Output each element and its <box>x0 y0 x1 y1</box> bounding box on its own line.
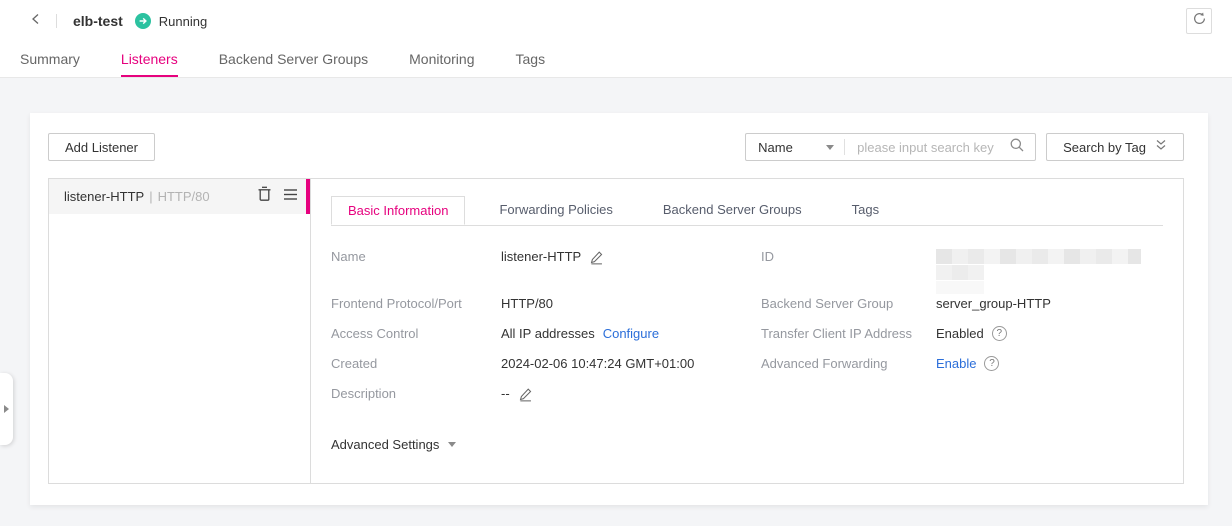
add-listener-button[interactable]: Add Listener <box>48 133 155 161</box>
backend-group-label: Backend Server Group <box>761 296 894 311</box>
name-value-row: listener-HTTP <box>501 247 761 294</box>
advanced-settings-toggle[interactable]: Advanced Settings <box>331 437 1163 452</box>
id-label: ID <box>761 249 774 264</box>
listener-panel: listener-HTTP | HTTP/80 <box>48 178 1184 484</box>
listener-item-actions <box>257 186 298 207</box>
description-value: -- <box>501 386 510 401</box>
search-icon <box>1009 137 1025 158</box>
tab-backend-server-groups[interactable]: Backend Server Groups <box>218 51 369 67</box>
listener-list: listener-HTTP | HTTP/80 <box>49 179 311 483</box>
transfer-ip-row: Enabled ? <box>936 324 1163 354</box>
tab-listeners[interactable]: Listeners <box>120 42 178 77</box>
edit-name-icon[interactable] <box>589 250 604 265</box>
advanced-forwarding-help-icon[interactable]: ? <box>984 356 1000 371</box>
configure-access-control-link[interactable]: Configure <box>602 326 660 341</box>
listeners-toolbar: Add Listener Name <box>48 133 1184 161</box>
frontend-protocol-label: Frontend Protocol/Port <box>331 296 462 311</box>
redacted-id-block <box>936 249 1141 294</box>
basic-info-grid: Name listener-HTTP ID <box>331 247 1163 414</box>
chevron-down-icon <box>448 442 457 447</box>
description-row: -- <box>501 384 761 414</box>
search-by-tag-label: Search by Tag <box>1063 139 1146 155</box>
description-label: Description <box>331 386 397 401</box>
main-tabbar: Summary Listeners Backend Server Groups … <box>0 42 1232 78</box>
status-label: Running <box>158 13 208 29</box>
status-running-icon <box>134 13 151 29</box>
advanced-settings-label: Advanced Settings <box>331 437 440 452</box>
divider <box>56 14 57 28</box>
tab-summary[interactable]: Summary <box>20 51 80 67</box>
tab-detail-backend-server-groups[interactable]: Backend Server Groups <box>662 202 802 217</box>
chevron-left-icon <box>28 11 44 32</box>
listener-detail: Basic Information Forwarding Policies Ba… <box>311 179 1183 483</box>
edit-description-icon[interactable] <box>518 387 533 402</box>
access-control-label: Access Control <box>331 326 419 341</box>
double-chevron-down-icon <box>1155 139 1167 155</box>
listeners-card: Add Listener Name <box>30 113 1208 505</box>
search-by-tag-button[interactable]: Search by Tag <box>1046 133 1184 161</box>
transfer-ip-value: Enabled <box>936 326 984 341</box>
search-zone: Name Search by Tag <box>745 133 1184 161</box>
search-button[interactable] <box>1007 137 1035 158</box>
tab-monitoring[interactable]: Monitoring <box>409 51 475 67</box>
created-label: Created <box>331 356 378 371</box>
backend-group-value: server_group-HTTP <box>936 296 1051 311</box>
search-filter-value: Name <box>758 139 793 155</box>
hamburger-menu-icon <box>283 188 298 206</box>
created-value: 2024-02-06 10:47:24 GMT+01:00 <box>501 356 695 371</box>
page-body: Add Listener Name <box>0 78 1232 526</box>
name-value: listener-HTTP <box>501 249 582 264</box>
access-control-row: All IP addresses Configure <box>501 324 761 354</box>
trash-icon <box>257 186 272 207</box>
search-filter-select[interactable]: Name <box>746 140 844 155</box>
transfer-ip-label: Transfer Client IP Address <box>761 326 913 341</box>
advanced-forwarding-row: Enable ? <box>936 354 1163 384</box>
status-badge: Running <box>134 13 208 29</box>
advanced-forwarding-label: Advanced Forwarding <box>761 356 888 371</box>
tab-basic-information[interactable]: Basic Information <box>331 196 466 225</box>
listener-separator: | <box>149 189 153 204</box>
tab-tags[interactable]: Tags <box>515 51 546 67</box>
side-panel-expander[interactable] <box>0 373 13 445</box>
transfer-ip-help-icon[interactable]: ? <box>991 326 1007 341</box>
delete-listener-button[interactable] <box>257 186 272 207</box>
tab-detail-tags[interactable]: Tags <box>851 202 880 217</box>
chevron-right-icon <box>4 405 9 413</box>
search-combo: Name <box>745 133 1037 161</box>
loadbalancer-title: elb-test <box>73 13 123 29</box>
access-control-value: All IP addresses <box>501 326 595 341</box>
listener-list-item[interactable]: listener-HTTP | HTTP/80 <box>49 179 310 214</box>
back-button[interactable] <box>28 11 44 32</box>
chevron-down-icon <box>826 144 835 150</box>
divider <box>844 139 846 155</box>
tab-forwarding-policies[interactable]: Forwarding Policies <box>499 202 613 217</box>
page-header: elb-test Running <box>0 0 1232 42</box>
enable-advanced-forwarding-link[interactable]: Enable <box>936 356 977 371</box>
listener-name: listener-HTTP <box>64 189 145 204</box>
selected-indicator <box>306 179 310 214</box>
listener-protocol: HTTP/80 <box>157 189 210 204</box>
name-label: Name <box>331 249 366 264</box>
id-value-redacted <box>936 247 1163 294</box>
detail-tabbar: Basic Information Forwarding Policies Ba… <box>331 196 1163 226</box>
search-input[interactable] <box>845 139 1008 155</box>
refresh-icon <box>1192 11 1207 31</box>
frontend-protocol-value: HTTP/80 <box>501 296 554 311</box>
refresh-button[interactable] <box>1186 8 1212 34</box>
listener-menu-button[interactable] <box>283 188 298 206</box>
